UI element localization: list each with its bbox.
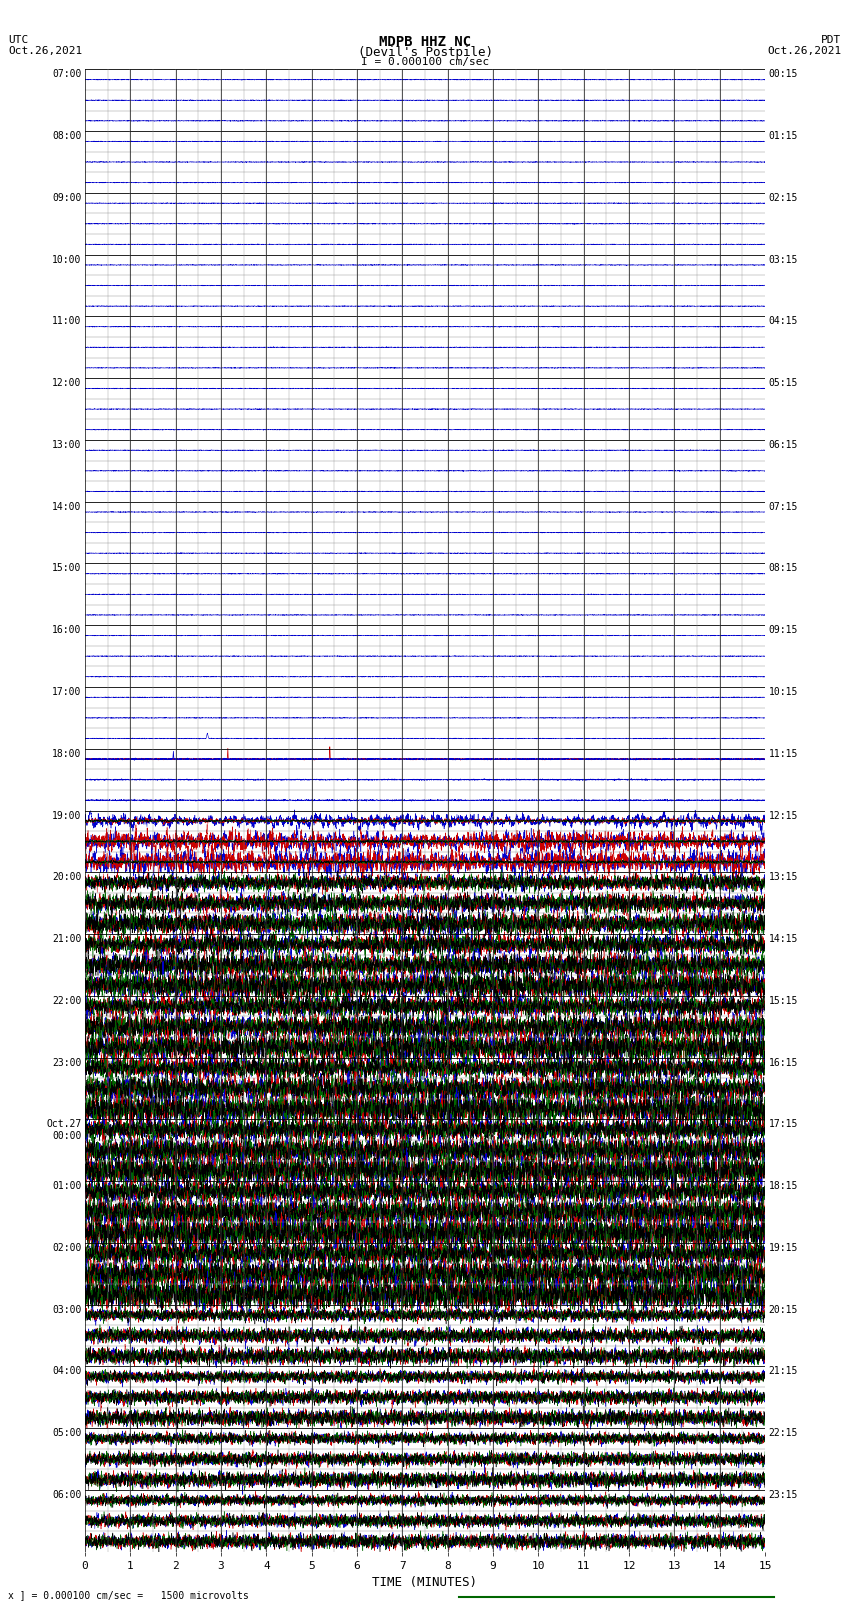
Text: 05:15: 05:15 (768, 377, 798, 389)
Text: MDPB HHZ NC: MDPB HHZ NC (379, 35, 471, 48)
Text: Oct.26,2021: Oct.26,2021 (768, 45, 842, 56)
Text: 12:00: 12:00 (52, 377, 82, 389)
Text: 05:00: 05:00 (52, 1428, 82, 1439)
Text: (Devil's Postpile): (Devil's Postpile) (358, 45, 492, 60)
Text: 21:00: 21:00 (52, 934, 82, 944)
Text: 11:15: 11:15 (768, 748, 798, 758)
Text: 23:00: 23:00 (52, 1058, 82, 1068)
Text: 04:15: 04:15 (768, 316, 798, 326)
Text: 16:00: 16:00 (52, 626, 82, 636)
Text: 10:15: 10:15 (768, 687, 798, 697)
Text: 03:15: 03:15 (768, 255, 798, 265)
Text: 01:15: 01:15 (768, 131, 798, 140)
Text: 02:15: 02:15 (768, 194, 798, 203)
Text: 10:00: 10:00 (52, 255, 82, 265)
Text: 06:15: 06:15 (768, 440, 798, 450)
Text: UTC: UTC (8, 35, 29, 45)
Text: 09:00: 09:00 (52, 194, 82, 203)
Text: PDT: PDT (821, 35, 842, 45)
Text: I = 0.000100 cm/sec: I = 0.000100 cm/sec (361, 58, 489, 68)
Text: 18:15: 18:15 (768, 1181, 798, 1190)
Text: 13:15: 13:15 (768, 873, 798, 882)
Text: 18:00: 18:00 (52, 748, 82, 758)
Text: 12:15: 12:15 (768, 811, 798, 821)
Text: Oct.27
00:00: Oct.27 00:00 (47, 1119, 82, 1140)
Text: 13:00: 13:00 (52, 440, 82, 450)
Text: 17:15: 17:15 (768, 1119, 798, 1129)
Text: 14:00: 14:00 (52, 502, 82, 511)
Text: 02:00: 02:00 (52, 1244, 82, 1253)
Text: 01:00: 01:00 (52, 1181, 82, 1190)
Text: 23:15: 23:15 (768, 1490, 798, 1500)
Text: 22:15: 22:15 (768, 1428, 798, 1439)
Text: Oct.26,2021: Oct.26,2021 (8, 45, 82, 56)
Text: 22:00: 22:00 (52, 995, 82, 1007)
X-axis label: TIME (MINUTES): TIME (MINUTES) (372, 1576, 478, 1589)
Text: 20:00: 20:00 (52, 873, 82, 882)
Text: 08:00: 08:00 (52, 131, 82, 140)
Text: 09:15: 09:15 (768, 626, 798, 636)
Text: 15:15: 15:15 (768, 995, 798, 1007)
Text: 08:15: 08:15 (768, 563, 798, 574)
Text: 19:15: 19:15 (768, 1244, 798, 1253)
Text: 20:15: 20:15 (768, 1305, 798, 1315)
Text: 14:15: 14:15 (768, 934, 798, 944)
Text: 19:00: 19:00 (52, 811, 82, 821)
Text: 07:15: 07:15 (768, 502, 798, 511)
Text: 00:15: 00:15 (768, 69, 798, 79)
Text: 16:15: 16:15 (768, 1058, 798, 1068)
Text: x ] = 0.000100 cm/sec =   1500 microvolts: x ] = 0.000100 cm/sec = 1500 microvolts (8, 1590, 249, 1600)
Text: 11:00: 11:00 (52, 316, 82, 326)
Text: 17:00: 17:00 (52, 687, 82, 697)
Text: 06:00: 06:00 (52, 1490, 82, 1500)
Text: 04:00: 04:00 (52, 1366, 82, 1376)
Text: 07:00: 07:00 (52, 69, 82, 79)
Text: 15:00: 15:00 (52, 563, 82, 574)
Text: 03:00: 03:00 (52, 1305, 82, 1315)
Text: 21:15: 21:15 (768, 1366, 798, 1376)
